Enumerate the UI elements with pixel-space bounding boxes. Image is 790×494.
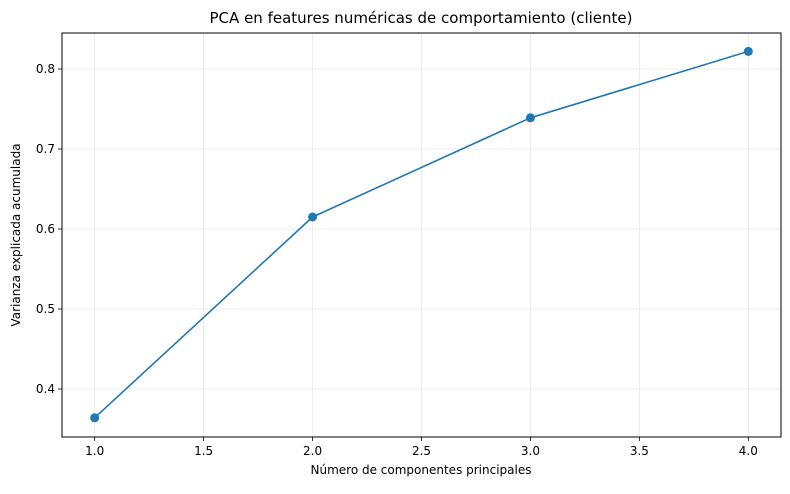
- x-tick-label: 1.5: [194, 444, 213, 458]
- x-tick-label: 1.0: [85, 444, 104, 458]
- data-point: [90, 413, 100, 423]
- data-point: [525, 113, 535, 123]
- x-tick-label: 2.0: [303, 444, 322, 458]
- y-tick-label: 0.6: [36, 222, 55, 236]
- data-point: [743, 46, 753, 56]
- grid: [62, 33, 781, 437]
- x-tick-label: 3.5: [630, 444, 649, 458]
- y-axis-label: Varianza explicada acumulada: [9, 143, 23, 326]
- y-tick-label: 0.8: [36, 62, 55, 76]
- x-tick-label: 3.0: [521, 444, 540, 458]
- y-tick-label: 0.4: [36, 382, 55, 396]
- data-point: [308, 212, 318, 222]
- y-tick-label: 0.5: [36, 302, 55, 316]
- chart-title: PCA en features numéricas de comportamie…: [210, 9, 633, 27]
- series-layer: [90, 46, 753, 423]
- series-line: [93, 50, 750, 419]
- x-axis-ticks: 1.0 1.5 2.0 2.5 3.0 3.5 4.0: [85, 437, 758, 458]
- y-tick-label: 0.7: [36, 142, 55, 156]
- y-axis-ticks: 0.4 0.5 0.6 0.7 0.8: [36, 62, 62, 396]
- x-axis-label: Número de componentes principales: [311, 463, 532, 477]
- x-tick-label: 2.5: [412, 444, 431, 458]
- x-tick-label: 4.0: [739, 444, 758, 458]
